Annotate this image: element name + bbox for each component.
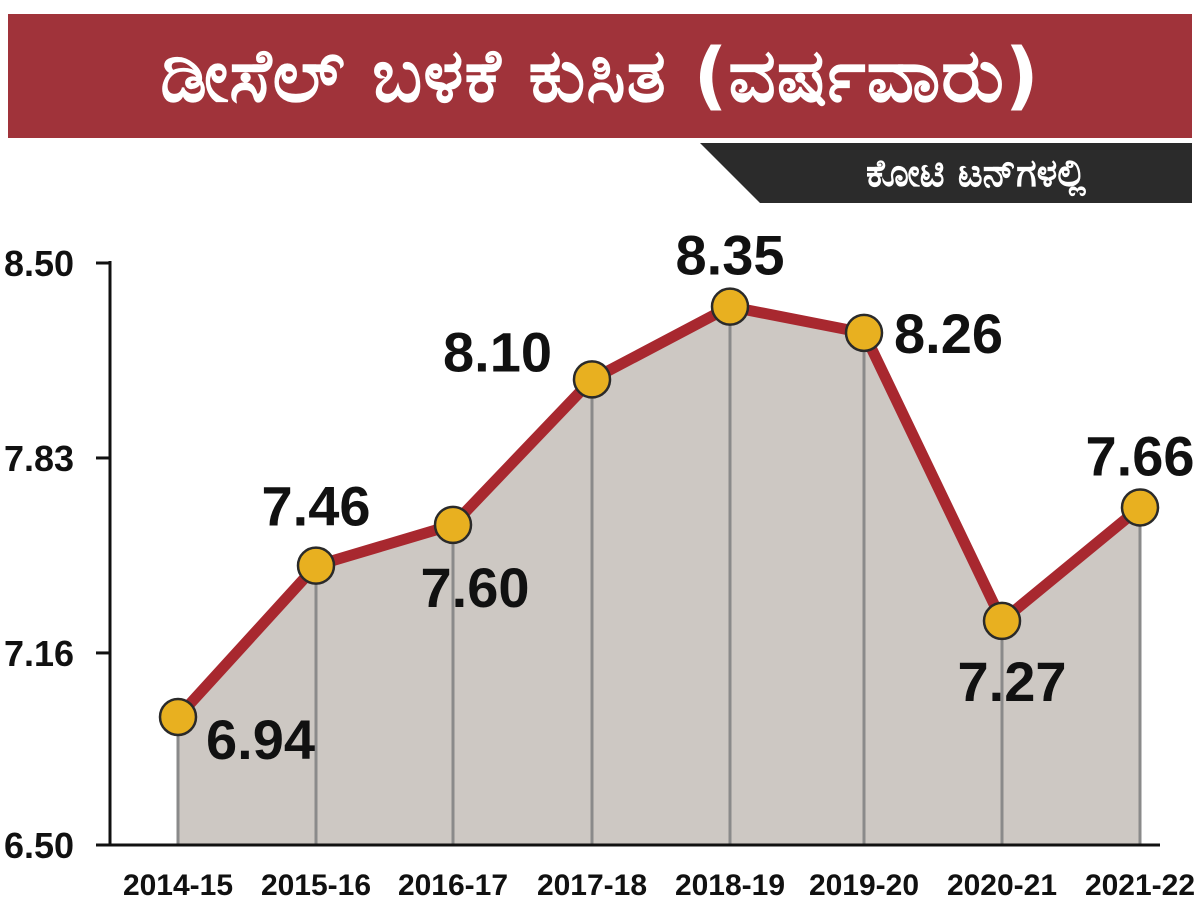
- x-tick-label: 2017-18: [537, 869, 647, 902]
- x-tick-label: 2014-15: [123, 869, 233, 902]
- data-label-2016-17: 7.60: [421, 556, 530, 619]
- y-tick-label: 7.83: [4, 438, 74, 479]
- data-point-2021-22: [1120, 488, 1160, 527]
- y-tick-label: 8.50: [4, 243, 74, 284]
- x-tick-label: 2018-19: [675, 869, 785, 902]
- x-tick-label: 2021-22: [1085, 869, 1195, 902]
- x-tick-label: 2015-16: [261, 869, 371, 902]
- y-tick-label: 7.16: [4, 633, 74, 674]
- unit-tab: ಕೋಟಿ ಟನ್‌ಗಳಲ್ಲಿ: [700, 143, 1192, 203]
- data-label-2015-16: 7.46: [262, 475, 371, 538]
- data-label-2014-15: 6.94: [206, 708, 315, 771]
- data-point-2016-17: [433, 505, 473, 545]
- data-label-2018-19: 8.35: [676, 224, 785, 287]
- area-fill: [178, 306, 1140, 845]
- data-point-2020-21: [982, 601, 1022, 641]
- series-line: [172, 301, 1146, 723]
- x-tick-label: 2019-20: [809, 869, 919, 902]
- x-tick-label: 2020-21: [947, 869, 1057, 902]
- y-tick-label: 6.50: [4, 825, 74, 866]
- data-label-2019-20: 8.26: [894, 302, 1003, 365]
- data-label-2017-18: 8.10: [443, 320, 552, 383]
- data-point-2017-18: [572, 360, 612, 399]
- data-label-2020-21: 7.27: [958, 650, 1067, 713]
- chart-title: ಡೀಸೆಲ್ ಬಳಕೆ ಕುಸಿತ (ವರ್ಷವಾರು): [160, 32, 1040, 119]
- x-tick-label: 2016-17: [398, 869, 508, 902]
- data-point-2019-20: [844, 313, 884, 353]
- data-label-2021-22: 7.66: [1086, 424, 1195, 487]
- data-point-2014-15: [158, 697, 198, 737]
- data-point-2015-16: [296, 546, 336, 585]
- unit-label: ಕೋಟಿ ಟನ್‌ಗಳಲ್ಲಿ: [865, 150, 1087, 195]
- data-point-2018-19: [710, 287, 750, 326]
- title-bar: ಡೀಸೆಲ್ ಬಳಕೆ ಕುಸಿತ (ವರ್ಷವಾರು): [8, 14, 1192, 138]
